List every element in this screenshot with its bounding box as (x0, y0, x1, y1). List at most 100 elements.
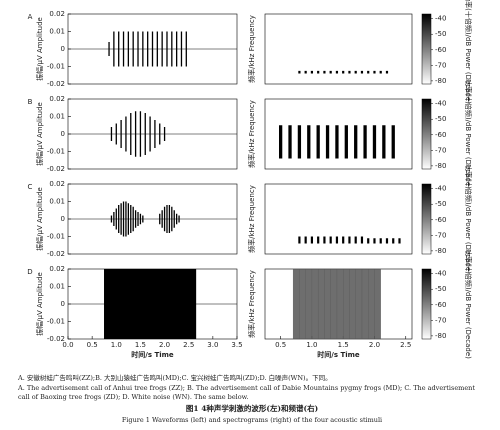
colorbar-tick-label: -80 (435, 332, 446, 340)
colorbar-tick-label: -40 (435, 270, 446, 278)
waveform-pulse (181, 269, 187, 339)
waveform-pulse (128, 269, 134, 339)
colorbar-tick-label: -70 (435, 61, 446, 69)
waveform-pulse (176, 269, 182, 339)
spectrogram-mark (342, 269, 350, 339)
y-tick-label: -0.02 (47, 335, 65, 343)
spectrogram-mark (382, 125, 386, 159)
y-tick-label: -0.01 (47, 318, 65, 326)
y-tick-label: 0 (61, 130, 65, 138)
spectrogram-mark (349, 269, 356, 339)
panel-label: C (28, 183, 33, 191)
y-tick-label: 0.01 (49, 283, 65, 291)
spectrogram-mark (298, 70, 301, 74)
y-axis-label: 频率/kHz Frequency (247, 185, 256, 253)
waveform-pulse (171, 269, 177, 339)
colorbar-tick-label: -80 (435, 77, 446, 85)
spectrogram-mark (354, 70, 357, 74)
y-axis-label: 频率/kHz Frequency (247, 270, 256, 338)
waveform-pulse (127, 31, 130, 67)
spectrogram-mark (317, 269, 325, 339)
plot-frame (264, 13, 413, 85)
caption-title-en: Figure 1 Waveforms (left) and spectrogra… (121, 416, 383, 424)
y-tick-label: 0 (61, 215, 65, 223)
spectrogram-mark (367, 238, 370, 244)
waveform-pulse (152, 269, 158, 339)
caption-note-zh: A. 安徽树蛙广告鸣叫(ZZ);B. 大别山猿蛙广告鸣叫(MD);C. 宝兴树蛙… (18, 374, 332, 382)
spectrogram-mark (367, 70, 370, 74)
x-tick-label: 0.5 (87, 341, 98, 349)
waveform-pulse (118, 269, 124, 339)
waveform-pulse (151, 31, 154, 67)
spectrogram-mark (361, 269, 369, 339)
spectrogram-mark (323, 70, 326, 74)
waveform-pulse (171, 206, 173, 232)
panel-label: D (27, 268, 32, 276)
waveform-pulse (132, 269, 139, 339)
colorbar-label: 功率(十倍频)/dB Power (Decade) (464, 79, 473, 189)
spectrogram-mark (392, 238, 395, 244)
waveform-pulse (137, 212, 139, 226)
x-axis-label: 时间/s Time (317, 350, 360, 359)
waveform-pulse (147, 269, 153, 339)
spectrogram-mark (385, 238, 389, 244)
spectrogram-mark (342, 236, 345, 244)
y-tick-label: -0.02 (47, 250, 65, 258)
spectrogram-mark (288, 125, 292, 159)
spectrogram-mark (342, 70, 345, 74)
waveform-pulse (110, 127, 113, 141)
spectrogram-mark (307, 125, 311, 159)
colorbar-tick-label: -70 (435, 231, 446, 239)
waveform-pulse (142, 269, 148, 339)
waveform-pulse (123, 269, 129, 339)
waveform-pulse (142, 31, 144, 67)
y-axis-label: 频率/kHz Frequency (247, 100, 256, 168)
y-tick-label: 0 (61, 45, 65, 53)
y-tick-label: 0.02 (49, 95, 65, 103)
spectrogram-mark (336, 269, 344, 339)
waveform-pulse (125, 116, 127, 152)
spectrogram-mark (278, 125, 283, 159)
colorbar-tick-label: -40 (435, 100, 446, 108)
waveform-pulse (134, 210, 137, 228)
y-tick-label: 0.02 (49, 10, 65, 18)
x-tick-label: 1.0 (306, 341, 317, 349)
waveform-pulse (108, 42, 110, 56)
waveform-pulse (108, 269, 115, 339)
caption-title-zh: 图1 4种声学刺激的波形(左)和频谱(右) (185, 404, 319, 413)
plot-frame (264, 98, 413, 170)
waveform-pulse (180, 31, 183, 67)
waveform-pulse (166, 269, 173, 339)
spectrogram-mark (323, 236, 326, 244)
waveform-pulse (122, 31, 125, 67)
spectrogram-mark (310, 70, 314, 74)
colorbar-label: 功率(十倍频)/dB Power (Decade) (464, 164, 473, 274)
waveform-pulse (168, 205, 171, 233)
waveform-pulse (161, 210, 163, 228)
spectrogram-mark (305, 269, 313, 339)
spectrogram-mark (324, 269, 331, 339)
spectrogram-mark (310, 236, 314, 244)
caption-note-en: A. The advertisement call of Anhui tree … (18, 384, 475, 401)
spectrogram-mark (329, 70, 332, 74)
colorbar-label: 功率(十倍频)/dB Power (Decade) (464, 0, 473, 104)
colorbar-label: 功率(十倍频)/dB Power (Decade) (464, 249, 473, 359)
spectrogram-mark (317, 70, 320, 74)
waveform-pulse (137, 31, 139, 67)
waveform-pulse (115, 208, 117, 230)
colorbar (421, 268, 432, 340)
colorbar-tick-label: -60 (435, 46, 446, 54)
colorbar-tick-label: -50 (435, 30, 446, 38)
spectrogram-mark (354, 125, 358, 159)
waveform-pulse (159, 123, 161, 145)
spectrogram-mark (368, 269, 375, 339)
spectrogram-mark (304, 70, 307, 74)
waveform-pulse (147, 31, 149, 67)
x-axis-label: 时间/s Time (131, 350, 174, 359)
spectrogram-mark (372, 125, 377, 159)
waveform-pulse (120, 120, 122, 148)
spectrogram-mark (344, 125, 348, 159)
waveform-pulse (142, 215, 144, 223)
spectrogram-mark (385, 70, 389, 74)
waveform-pulse (118, 31, 120, 67)
